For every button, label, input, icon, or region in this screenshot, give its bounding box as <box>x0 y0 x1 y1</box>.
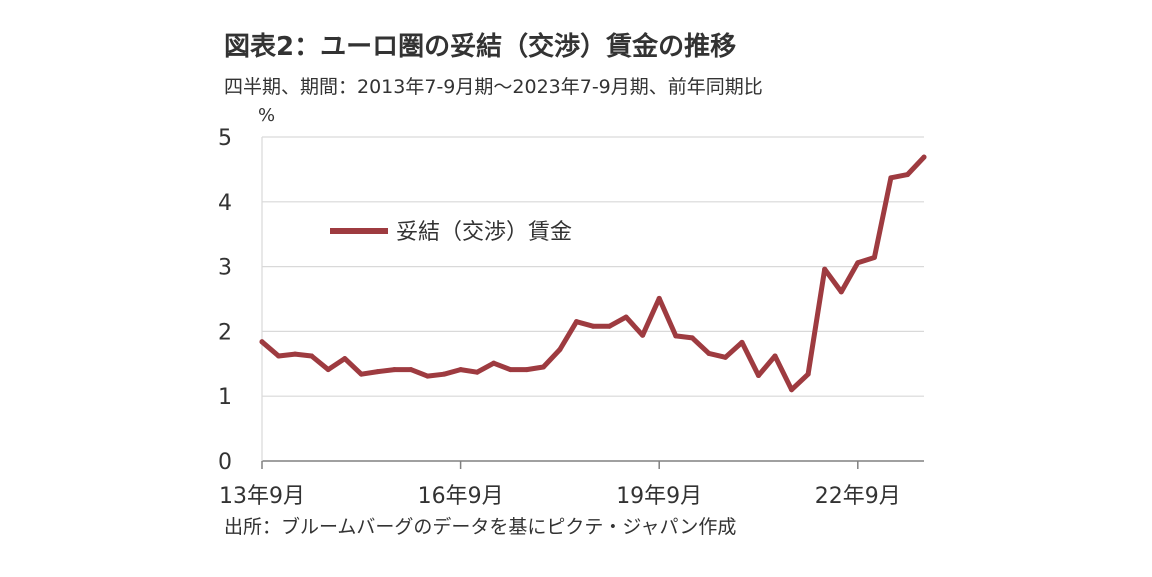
data-point <box>491 360 497 366</box>
x-axis <box>261 137 924 469</box>
data-point <box>458 367 464 373</box>
y-tick-label: 1 <box>218 385 232 410</box>
data-point <box>342 356 348 362</box>
legend-label: 妥結（交渉）賃金 <box>396 220 572 245</box>
data-point <box>441 371 447 377</box>
data-point <box>838 289 844 295</box>
data-point <box>673 333 679 339</box>
x-tick-label: 13年9月 <box>219 484 305 509</box>
data-point <box>871 255 877 261</box>
data-point <box>557 347 563 353</box>
data-point <box>276 353 282 359</box>
data-point <box>590 323 596 329</box>
data-point <box>325 367 331 373</box>
data-point <box>921 154 927 160</box>
series-lines <box>259 154 927 393</box>
data-point <box>540 364 546 370</box>
data-point <box>689 335 695 341</box>
data-point <box>391 367 397 373</box>
data-point <box>789 387 795 393</box>
data-point <box>573 319 579 325</box>
y-tick-labels: 0 1 2 3 4 5 <box>218 126 232 475</box>
data-point <box>358 371 364 377</box>
y-tick-label: 4 <box>218 191 232 216</box>
series-line <box>259 154 927 393</box>
data-point <box>524 367 530 373</box>
data-point <box>822 266 828 272</box>
data-point <box>805 371 811 377</box>
gridlines <box>262 136 924 397</box>
data-point <box>739 339 745 345</box>
data-point <box>425 373 430 379</box>
data-point <box>904 172 910 178</box>
x-tick-label: 16年9月 <box>418 484 504 509</box>
legend: 妥結（交渉）賃金 <box>330 220 572 245</box>
data-point <box>656 295 662 301</box>
data-point <box>474 369 480 375</box>
data-point <box>259 339 265 345</box>
y-tick-label: 5 <box>218 126 232 151</box>
data-point <box>623 314 629 320</box>
source-note: 出所：ブルームバーグのデータを基にピクテ・ジャパン作成 <box>224 515 736 538</box>
data-point <box>507 367 513 373</box>
x-tick-labels: 13年9月 16年9月 19年9月 22年9月 <box>219 484 901 509</box>
y-tick-label: 0 <box>218 450 232 475</box>
y-tick-label: 3 <box>218 256 232 281</box>
data-point <box>888 175 894 181</box>
data-point <box>772 353 778 359</box>
x-tick-label: 22年9月 <box>815 484 901 509</box>
data-point <box>722 354 728 360</box>
y-tick-label: 2 <box>218 320 232 345</box>
data-point <box>855 260 861 266</box>
data-point <box>706 350 712 356</box>
data-point <box>408 367 414 373</box>
y-axis-unit-label: % <box>258 105 275 126</box>
data-point <box>607 323 613 329</box>
data-point <box>756 372 761 378</box>
data-point <box>375 369 381 375</box>
x-tick-label: 19年9月 <box>616 484 702 509</box>
data-point <box>309 353 315 359</box>
chart-title: 図表2：ユーロ圏の妥結（交渉）賃金の推移 <box>224 31 736 62</box>
data-point <box>640 332 646 338</box>
chart-subtitle: 四半期、期間：2013年7-9月期～2023年7-9月期、前年同期比 <box>224 76 763 98</box>
data-point <box>292 351 298 357</box>
